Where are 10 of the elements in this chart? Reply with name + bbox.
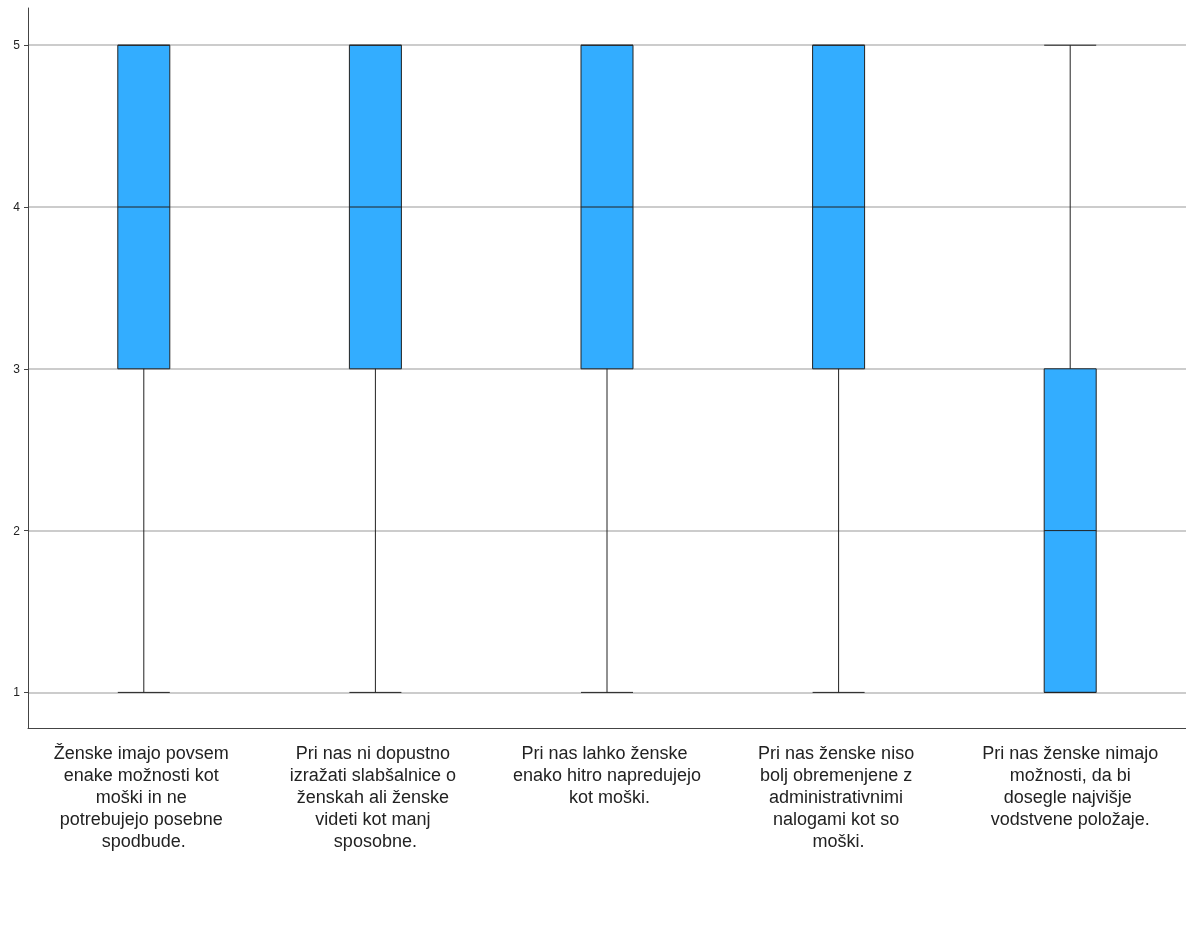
y-tick-label: 4 — [13, 200, 21, 215]
x-tick-label: Pri nas lahko ženske enako hitro napredujejo kot moški. — [512, 743, 702, 807]
y-tick-label: 3 — [13, 361, 21, 376]
x-tick-label: Pri nas ženske nimajo možnosti, da bi dosegle najvišje vodstvene položaje. — [982, 743, 1159, 829]
x-tick-label: Pri nas ženske niso bolj obremenjene z administrativnimi nalogami kot so moški. — [758, 743, 920, 851]
y-tick-label: 1 — [13, 685, 21, 700]
y-tick-label: 5 — [13, 38, 21, 53]
y-tick-label: 2 — [13, 523, 21, 538]
x-tick-label: Ženske imajo povsem enake možnosti kot moški in ne potrebujejo posebne spodbude. — [53, 743, 234, 851]
x-tick-label: Pri nas ni dopustno izražati slabšalnice o ženskah ali ženske videti kot manj sposobne. — [289, 743, 461, 851]
